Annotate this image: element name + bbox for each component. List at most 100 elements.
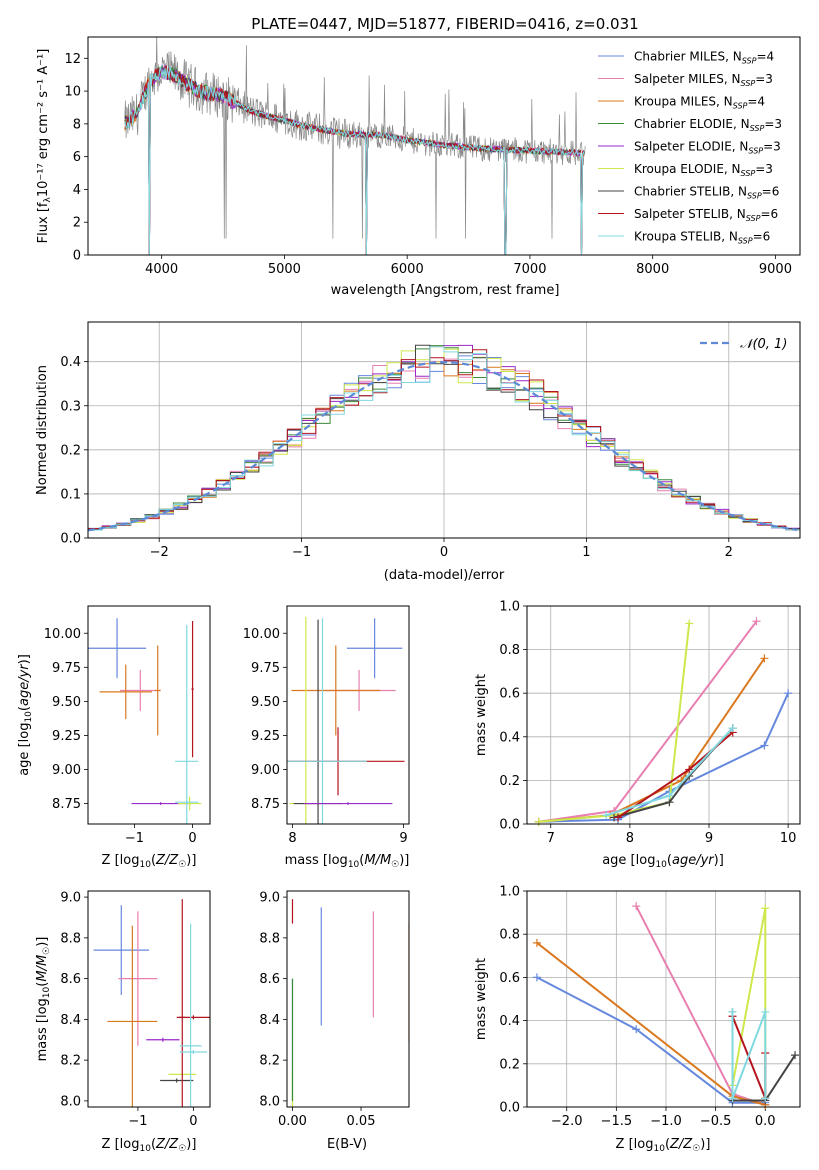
x-tick-label: 1 xyxy=(582,545,590,560)
weight-line xyxy=(536,976,766,1104)
weight-line xyxy=(538,657,766,823)
weight-marker xyxy=(685,765,694,774)
x-tick-label: 0.00 xyxy=(278,1114,307,1129)
x-tick-label: 7000 xyxy=(513,262,546,277)
age_vs_mass-frame xyxy=(286,605,410,825)
y-tick-label: 0.4 xyxy=(60,355,81,370)
y-tick-label: 0.2 xyxy=(60,443,81,458)
legend-label: Kroupa STELIB, NSSP=6 xyxy=(634,230,770,246)
weight-age-ylabel: mass weight xyxy=(474,674,489,756)
weight-line xyxy=(731,1011,767,1099)
weight-marker xyxy=(728,1007,737,1016)
x-tick-label: −1 xyxy=(125,831,144,846)
x-tick-label: 9 xyxy=(399,831,407,846)
x-tick-label: −1 xyxy=(128,1114,147,1129)
weight-line xyxy=(536,942,766,1106)
spectrum-plot xyxy=(124,37,586,255)
y-tick-label: 8 xyxy=(73,117,81,132)
weight-marker xyxy=(728,1094,737,1103)
weight-Z-xlabel: Z [log10(Z/Z☉)] xyxy=(616,1137,711,1154)
weight-age-xlabel: age [log10(age/yr)] xyxy=(602,853,724,870)
gaussian-curve xyxy=(88,360,798,532)
weight-marker xyxy=(602,811,611,820)
residual-plot xyxy=(88,344,800,532)
weight-line xyxy=(731,1012,796,1102)
y-tick-label: 0.3 xyxy=(60,399,81,414)
x-tick-label: 5000 xyxy=(268,262,301,277)
weight_vs_Z-frame xyxy=(526,890,801,1108)
x-tick-label: 8 xyxy=(626,831,634,846)
weight-marker xyxy=(784,689,793,698)
y-tick-label: 9.00 xyxy=(251,763,280,778)
residual-ylabel: Normed distribution xyxy=(35,365,50,495)
x-tick-label: 6000 xyxy=(391,262,424,277)
y-tick-label: 9.00 xyxy=(52,763,81,778)
data-spectrum xyxy=(124,37,586,239)
x-tick-label: 0.05 xyxy=(347,1114,376,1129)
y-tick-label: 0.8 xyxy=(499,643,520,658)
spectrum-title: PLATE=0447, MJD=51877, FIBERID=0416, z=0… xyxy=(251,15,638,33)
weight-marker xyxy=(685,619,694,628)
y-tick-label: 9.25 xyxy=(52,729,81,744)
y-tick-label: 12 xyxy=(64,52,81,67)
weight-marker xyxy=(791,1051,800,1060)
residual-xlabel: (data-model)/error xyxy=(384,568,505,583)
x-tick-label: 9000 xyxy=(759,262,792,277)
weight-line xyxy=(731,908,767,1099)
x-tick-label: −1.0 xyxy=(650,1114,682,1129)
x-tick-label: 0 xyxy=(189,1114,197,1129)
residual-legend: 𝒩(0, 1) xyxy=(700,337,787,352)
y-tick-label: 9.0 xyxy=(259,891,280,906)
weight-line xyxy=(538,692,790,823)
age-ylabel: age [log10(age/yr)] xyxy=(17,654,34,776)
y-tick-label: 6 xyxy=(73,150,81,165)
weight-marker xyxy=(761,904,770,913)
weight-marker xyxy=(532,938,541,947)
weight-marker xyxy=(532,973,541,982)
weight-line xyxy=(635,905,766,1106)
y-tick-label: 1.0 xyxy=(499,885,520,900)
mass-Z-xlabel: Z [log10(Z/Z☉)] xyxy=(102,1137,197,1154)
y-tick-label: 0.0 xyxy=(60,532,81,547)
x-tick-label: 0 xyxy=(188,831,196,846)
y-tick-label: 10.00 xyxy=(243,627,280,642)
residual-histogram xyxy=(88,344,800,530)
age_vs_mass-plot xyxy=(287,616,405,824)
weight-Z-ylabel: mass weight xyxy=(474,958,489,1040)
y-tick-label: 8.75 xyxy=(52,797,81,812)
x-tick-label: 9 xyxy=(705,831,713,846)
legend-label: Chabrier MILES, NSSP=4 xyxy=(634,50,774,66)
y-tick-label: 8.6 xyxy=(259,972,280,987)
y-tick-label: 0.0 xyxy=(499,1101,520,1116)
x-tick-label: 8 xyxy=(288,831,296,846)
legend-label: 𝒩(0, 1) xyxy=(740,337,787,352)
legend-label: Kroupa MILES, NSSP=4 xyxy=(634,95,765,111)
mass_vs_Z-plot xyxy=(93,899,210,1107)
weight-marker xyxy=(632,1025,641,1034)
x-tick-label: 10 xyxy=(780,831,797,846)
weight_vs_age-frame xyxy=(526,605,801,825)
x-tick-label: −1 xyxy=(292,545,311,560)
weight-marker xyxy=(761,1007,770,1016)
age_vs_Z-frame xyxy=(87,605,211,825)
x-tick-label: 0 xyxy=(440,545,448,560)
x-tick-label: −2.0 xyxy=(551,1114,583,1129)
y-tick-label: 0.4 xyxy=(499,730,520,745)
y-tick-label: 10 xyxy=(64,85,81,100)
y-tick-label: 9.0 xyxy=(60,891,81,906)
x-tick-label: 7 xyxy=(547,831,555,846)
legend-label: Salpeter MILES, NSSP=3 xyxy=(634,72,773,88)
y-tick-label: 8.8 xyxy=(60,931,81,946)
mass_vs_ebv-plot xyxy=(291,899,409,1107)
weight-marker xyxy=(534,817,543,826)
mass_vs_ebv-frame xyxy=(286,890,410,1108)
y-tick-label: 0.2 xyxy=(499,1057,520,1072)
y-tick-label: 8.0 xyxy=(259,1094,280,1109)
mass-ylabel: mass [log10(M/M☉)] xyxy=(35,937,52,1062)
mass_vs_Z-frame xyxy=(87,890,211,1108)
weight-marker xyxy=(760,741,769,750)
y-tick-label: 8.8 xyxy=(259,931,280,946)
x-tick-label: 4000 xyxy=(145,262,178,277)
x-tick-label: −2 xyxy=(150,545,169,560)
y-tick-label: 2 xyxy=(73,216,81,231)
